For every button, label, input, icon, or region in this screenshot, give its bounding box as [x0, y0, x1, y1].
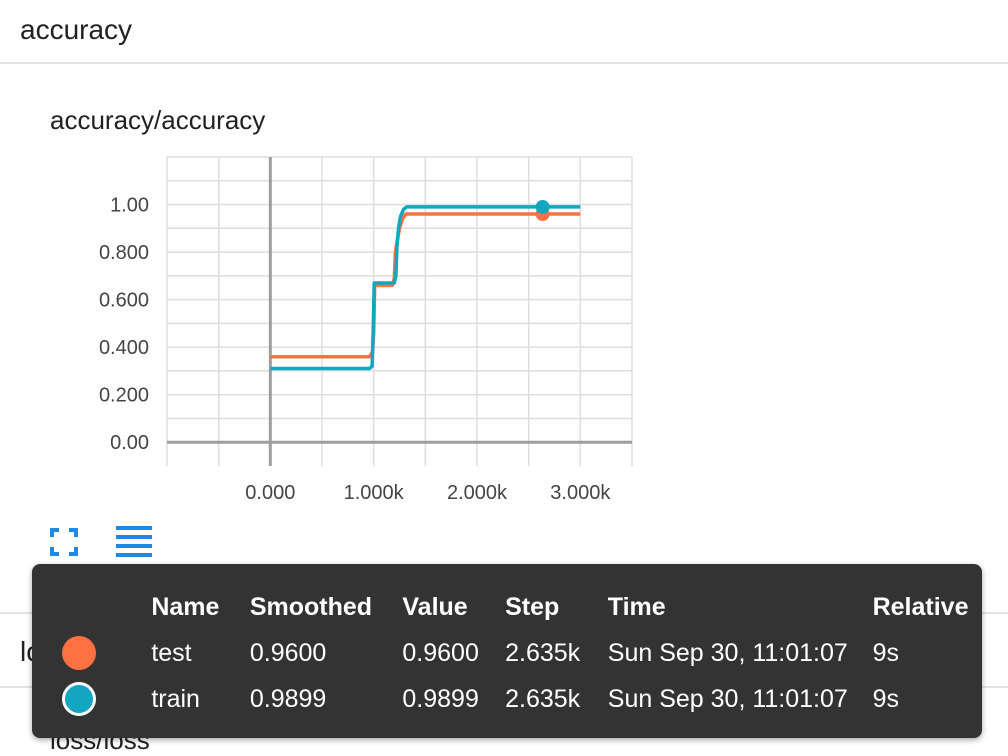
- chart-card-title: accuracy/accuracy: [50, 105, 266, 135]
- tooltip-cell-relative: 9s: [872, 638, 899, 667]
- highlight-point-train: [535, 199, 550, 214]
- tooltip-cell-relative: 9s: [872, 684, 899, 713]
- series-swatch-train: [54, 676, 151, 722]
- y-tick-label: 0.400: [99, 337, 149, 359]
- chart-tick-labels: 0.00 0.200 0.400 0.600 0.800 1.00 0.000 1.000k 2…: [99, 195, 611, 504]
- tooltip-row-train: train 0.9899 0.9899 2.635k Sun Sep 30, 1…: [54, 676, 982, 722]
- x-tick-label: 2.000k: [447, 482, 508, 504]
- tooltip-header-row: Name Smoothed Value Step Time Relative: [54, 584, 982, 630]
- x-tick-label: 3.000k: [550, 482, 611, 504]
- section-title: accuracy: [20, 14, 133, 45]
- tooltip-cell-name: train: [151, 684, 200, 713]
- tooltip-cell-value: 0.9600: [402, 638, 479, 667]
- tooltip-header-step: Step: [505, 592, 560, 621]
- tooltip-cell-name: test: [151, 638, 192, 667]
- tooltip-cell-smoothed: 0.9600: [249, 638, 327, 667]
- tooltip-cell-value: 0.9899: [402, 684, 479, 713]
- tooltip-header-smoothed: Smoothed: [249, 592, 373, 621]
- circle-icon: [62, 682, 96, 716]
- tooltip-header-value: Value: [402, 592, 468, 621]
- circle-icon: [62, 636, 96, 670]
- chart-grid: [166, 156, 633, 466]
- x-tick-label: 1.000k: [344, 482, 405, 504]
- tooltip-cell-smoothed: 0.9899: [249, 684, 327, 713]
- fullscreen-button[interactable]: [48, 526, 80, 558]
- tooltip-cell-time: Sun Sep 30, 11:01:07: [607, 638, 848, 667]
- list-icon: [116, 526, 152, 557]
- tooltip-cell-time: Sun Sep 30, 11:01:07: [607, 684, 848, 713]
- y-tick-label: 0.200: [99, 385, 149, 407]
- x-tick-label: 0.000: [245, 482, 295, 504]
- tooltip-cell-step: 2.635k: [505, 638, 581, 667]
- fullscreen-icon: [50, 528, 78, 556]
- tooltip-swatch-header: [54, 584, 151, 630]
- chart-series: [270, 199, 581, 371]
- chart-tooltip: Name Smoothed Value Step Time Relative t…: [32, 564, 982, 738]
- data-download-button[interactable]: [114, 524, 154, 560]
- y-tick-label: 0.800: [99, 242, 149, 264]
- tooltip-header-relative: Relative: [872, 592, 969, 621]
- accuracy-chart[interactable]: 0.00 0.200 0.400 0.600 0.800 1.00 0.000 1.000k 2…: [60, 145, 650, 510]
- tooltip-header-name: Name: [151, 592, 220, 621]
- series-swatch-test: [54, 630, 151, 676]
- tooltip-table: Name Smoothed Value Step Time Relative t…: [54, 584, 982, 722]
- tooltip-header-time: Time: [607, 592, 666, 621]
- tooltip-row-test: test 0.9600 0.9600 2.635k Sun Sep 30, 11…: [54, 630, 982, 676]
- series-line-train: [270, 205, 581, 371]
- y-tick-label: 1.00: [110, 195, 149, 217]
- chart-axes: [167, 157, 632, 466]
- y-tick-label: 0.600: [99, 290, 149, 312]
- tooltip-cell-step: 2.635k: [505, 684, 581, 713]
- accuracy-section-header[interactable]: accuracy: [0, 0, 1008, 64]
- y-tick-label: 0.00: [110, 432, 149, 454]
